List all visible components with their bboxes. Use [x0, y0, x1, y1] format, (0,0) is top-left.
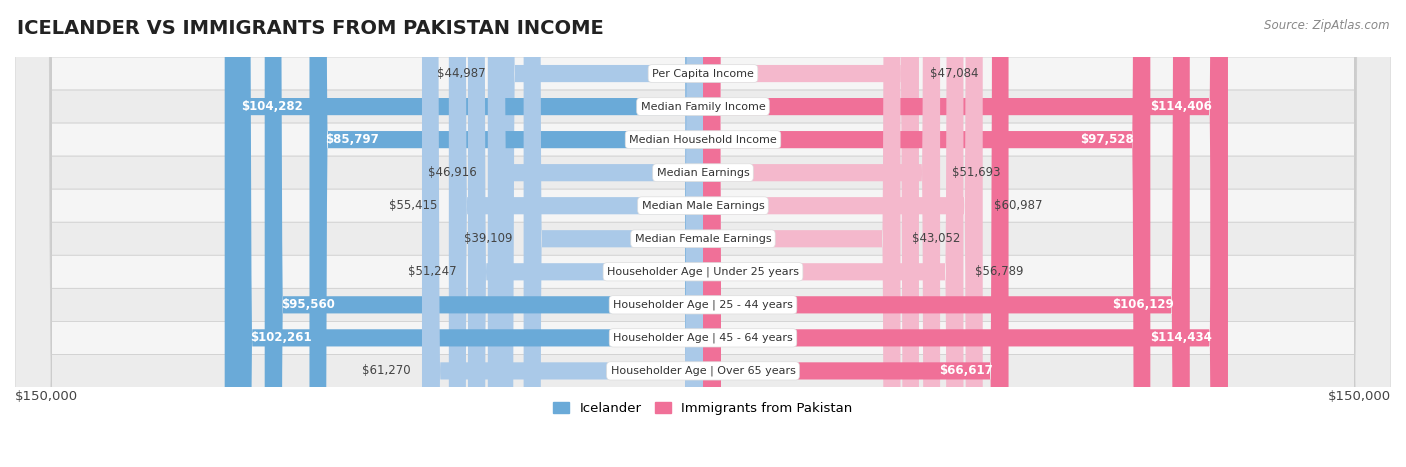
Text: Householder Age | 45 - 64 years: Householder Age | 45 - 64 years: [613, 333, 793, 343]
Text: $150,000: $150,000: [15, 390, 79, 403]
FancyBboxPatch shape: [15, 0, 1391, 467]
FancyBboxPatch shape: [225, 0, 703, 467]
FancyBboxPatch shape: [15, 0, 1391, 467]
Text: $51,693: $51,693: [952, 166, 1000, 179]
FancyBboxPatch shape: [703, 0, 963, 467]
FancyBboxPatch shape: [523, 0, 703, 467]
FancyBboxPatch shape: [15, 0, 1391, 467]
Text: $102,261: $102,261: [250, 332, 312, 344]
FancyBboxPatch shape: [15, 0, 1391, 467]
Text: Median Earnings: Median Earnings: [657, 168, 749, 177]
Text: $43,052: $43,052: [912, 232, 960, 245]
FancyBboxPatch shape: [15, 0, 1391, 467]
FancyBboxPatch shape: [15, 0, 1391, 467]
FancyBboxPatch shape: [264, 0, 703, 467]
Text: $44,987: $44,987: [437, 67, 485, 80]
Text: $114,434: $114,434: [1150, 332, 1212, 344]
Text: $106,129: $106,129: [1112, 298, 1174, 311]
Text: $66,617: $66,617: [939, 364, 993, 377]
Text: Householder Age | 25 - 44 years: Householder Age | 25 - 44 years: [613, 299, 793, 310]
Text: Median Household Income: Median Household Income: [628, 134, 778, 145]
FancyBboxPatch shape: [15, 0, 1391, 467]
Text: $55,415: $55,415: [389, 199, 437, 212]
FancyBboxPatch shape: [15, 0, 1391, 467]
FancyBboxPatch shape: [703, 0, 900, 467]
FancyBboxPatch shape: [468, 0, 703, 467]
FancyBboxPatch shape: [703, 0, 941, 467]
Text: Median Male Earnings: Median Male Earnings: [641, 201, 765, 211]
Legend: Icelander, Immigrants from Pakistan: Icelander, Immigrants from Pakistan: [548, 397, 858, 420]
FancyBboxPatch shape: [703, 0, 1008, 467]
FancyBboxPatch shape: [496, 0, 703, 467]
Text: $61,270: $61,270: [361, 364, 411, 377]
Text: $97,528: $97,528: [1081, 133, 1135, 146]
Text: $95,560: $95,560: [281, 298, 335, 311]
FancyBboxPatch shape: [422, 0, 703, 467]
Text: $104,282: $104,282: [240, 100, 302, 113]
FancyBboxPatch shape: [233, 0, 703, 467]
Text: Householder Age | Under 25 years: Householder Age | Under 25 years: [607, 267, 799, 277]
FancyBboxPatch shape: [15, 0, 1391, 467]
Text: $85,797: $85,797: [326, 133, 380, 146]
Text: Source: ZipAtlas.com: Source: ZipAtlas.com: [1264, 19, 1389, 32]
Text: $51,247: $51,247: [408, 265, 457, 278]
Text: $56,789: $56,789: [974, 265, 1024, 278]
FancyBboxPatch shape: [703, 0, 1227, 467]
Text: Median Family Income: Median Family Income: [641, 102, 765, 112]
FancyBboxPatch shape: [703, 0, 1150, 467]
FancyBboxPatch shape: [703, 0, 983, 467]
Text: $150,000: $150,000: [1327, 390, 1391, 403]
FancyBboxPatch shape: [703, 0, 1227, 467]
Text: Householder Age | Over 65 years: Householder Age | Over 65 years: [610, 366, 796, 376]
FancyBboxPatch shape: [703, 0, 920, 467]
FancyBboxPatch shape: [15, 0, 1391, 467]
Text: $46,916: $46,916: [427, 166, 477, 179]
Text: Median Female Earnings: Median Female Earnings: [634, 234, 772, 244]
FancyBboxPatch shape: [488, 0, 703, 467]
Text: $114,406: $114,406: [1150, 100, 1212, 113]
Text: ICELANDER VS IMMIGRANTS FROM PAKISTAN INCOME: ICELANDER VS IMMIGRANTS FROM PAKISTAN IN…: [17, 19, 603, 38]
Text: $39,109: $39,109: [464, 232, 512, 245]
Text: $47,084: $47,084: [931, 67, 979, 80]
FancyBboxPatch shape: [309, 0, 703, 467]
Text: Per Capita Income: Per Capita Income: [652, 69, 754, 78]
Text: $60,987: $60,987: [994, 199, 1043, 212]
FancyBboxPatch shape: [449, 0, 703, 467]
FancyBboxPatch shape: [703, 0, 1189, 467]
